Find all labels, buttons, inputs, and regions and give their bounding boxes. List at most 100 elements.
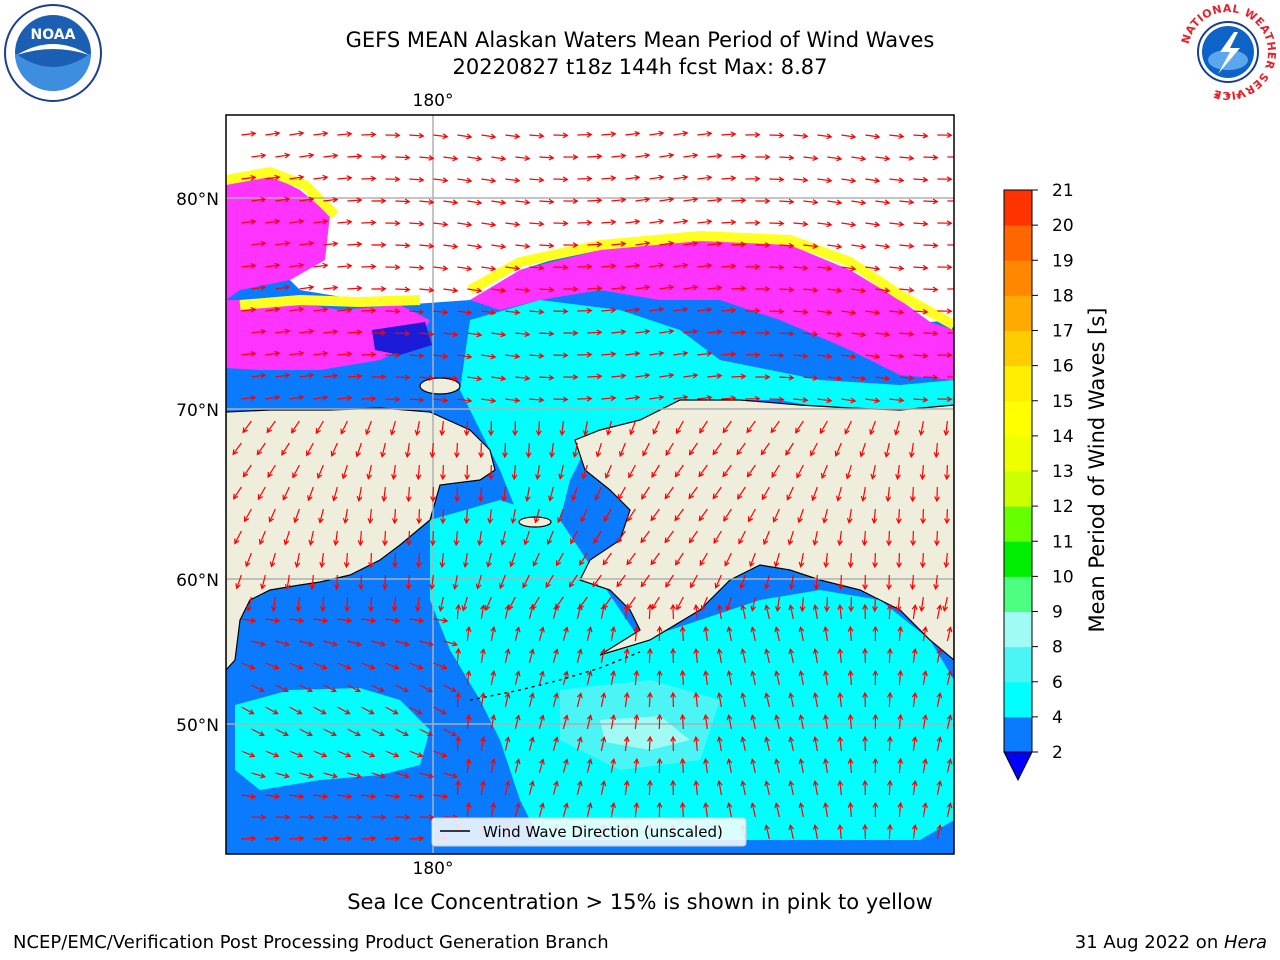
- wind-wave-arrow: [625, 130, 641, 137]
- wind-wave-arrow: [337, 706, 351, 715]
- wind-wave-arrow: [361, 793, 377, 800]
- wind-wave-arrow: [313, 218, 329, 225]
- wind-wave-arrow: [943, 552, 950, 569]
- wind-wave-arrow: [647, 603, 653, 620]
- wind-wave-arrow: [241, 617, 257, 624]
- wind-wave-arrow: [523, 530, 530, 546]
- wind-wave-arrow: [385, 396, 401, 403]
- wind-wave-arrow: [731, 153, 747, 160]
- wind-wave-arrow: [731, 373, 747, 380]
- wind-wave-arrow: [656, 757, 663, 774]
- wind-wave-arrow: [812, 735, 819, 752]
- wind-wave-arrow: [872, 552, 878, 569]
- wind-wave-arrow: [626, 508, 636, 522]
- wind-wave-arrow: [647, 647, 653, 664]
- wind-wave-arrow: [529, 176, 545, 183]
- wind-wave-arrow: [289, 394, 305, 401]
- wind-wave-arrow: [593, 530, 602, 544]
- wind-wave-arrow: [779, 286, 795, 293]
- wind-wave-arrow: [275, 684, 289, 693]
- wind-wave-arrow: [847, 625, 854, 642]
- wind-wave-arrow: [289, 835, 305, 842]
- wind-wave-arrow: [577, 307, 593, 314]
- wind-wave-arrow: [871, 508, 878, 525]
- wind-wave-arrow: [409, 220, 425, 227]
- wind-wave-arrow: [361, 131, 377, 138]
- wind-wave-arrow: [299, 684, 313, 693]
- wind-wave-arrow: [601, 175, 617, 182]
- wind-wave-arrow: [251, 152, 267, 159]
- wind-wave-arrow: [514, 714, 521, 730]
- wind-wave-arrow: [266, 420, 276, 434]
- wind-wave-arrow: [750, 596, 757, 612]
- wind-wave-arrow: [625, 218, 641, 225]
- wind-wave-arrow: [241, 306, 257, 313]
- wind-wave-arrow: [698, 508, 708, 522]
- wind-wave-arrow: [847, 801, 854, 818]
- wind-wave-arrow: [865, 221, 881, 228]
- wind-wave-arrow: [748, 508, 756, 523]
- wind-wave-arrow: [683, 328, 699, 335]
- wind-wave-arrow: [845, 464, 852, 480]
- wind-wave-arrow: [528, 692, 535, 708]
- wind-wave-arrow: [895, 508, 902, 525]
- wind-wave-arrow: [337, 219, 353, 226]
- wind-wave-arrow: [822, 508, 828, 524]
- wind-wave-arrow: [911, 823, 918, 840]
- colorbar-tick-label: 12: [1052, 497, 1074, 517]
- wind-wave-arrow: [635, 240, 651, 247]
- wind-wave-arrow: [764, 736, 770, 752]
- wind-wave-arrow: [433, 706, 447, 715]
- wind-wave-arrow: [616, 574, 626, 588]
- wind-wave-arrow: [347, 153, 363, 160]
- wind-wave-arrow: [504, 604, 511, 620]
- wind-wave-arrow: [433, 750, 448, 758]
- wind-wave-arrow: [841, 265, 857, 272]
- wind-wave-arrow: [937, 132, 953, 139]
- wind-wave-arrow: [455, 735, 462, 752]
- wind-wave-arrow: [500, 530, 506, 546]
- wind-wave-arrow: [793, 308, 809, 315]
- wind-wave-arrow: [625, 174, 641, 181]
- wind-wave-arrow: [480, 691, 486, 708]
- wind-wave-arrow: [626, 552, 636, 566]
- wind-wave-arrow: [549, 442, 555, 459]
- wind-wave-arrow: [823, 552, 830, 569]
- wind-wave-arrow: [333, 574, 340, 591]
- wind-wave-arrow: [797, 508, 804, 524]
- wind-wave-arrow: [750, 670, 757, 686]
- wind-wave-arrow: [865, 353, 881, 360]
- wind-wave-arrow: [601, 131, 617, 138]
- wind-wave-arrow: [415, 464, 422, 481]
- wind-wave-arrow: [563, 286, 579, 292]
- wind-wave-arrow: [886, 574, 892, 591]
- colorbar-tick-label: 10: [1052, 567, 1074, 587]
- wind-wave-arrow: [796, 464, 804, 479]
- wind-wave-arrow: [532, 552, 540, 567]
- wind-wave-arrow: [923, 330, 939, 337]
- wind-wave-arrow: [355, 442, 362, 458]
- wind-wave-arrow: [769, 176, 785, 183]
- wind-wave-arrow: [872, 713, 879, 730]
- wind-wave-arrow: [745, 175, 761, 182]
- wind-wave-arrow: [271, 596, 277, 613]
- wind-wave-arrow: [504, 648, 511, 664]
- wind-wave-arrow: [600, 648, 607, 664]
- colorbar-tick-label: 18: [1052, 286, 1074, 306]
- wind-wave-arrow: [313, 350, 329, 357]
- wind-wave-arrow: [309, 574, 316, 591]
- wind-wave-arrow: [707, 285, 723, 291]
- wind-wave-arrow: [837, 823, 844, 840]
- wind-wave-arrow: [623, 691, 630, 708]
- wind-wave-arrow: [823, 713, 829, 730]
- wind-wave-arrow: [897, 801, 904, 818]
- wind-wave-arrow: [707, 373, 723, 379]
- wind-wave-arrow: [697, 394, 713, 401]
- wind-wave-arrow: [368, 552, 374, 569]
- wind-wave-arrow: [635, 196, 651, 203]
- wind-wave-arrow: [764, 692, 770, 708]
- wind-wave-arrow: [323, 284, 339, 291]
- wind-wave-arrow: [745, 307, 761, 314]
- wind-wave-arrow: [337, 395, 353, 402]
- wind-wave-arrow: [947, 376, 954, 378]
